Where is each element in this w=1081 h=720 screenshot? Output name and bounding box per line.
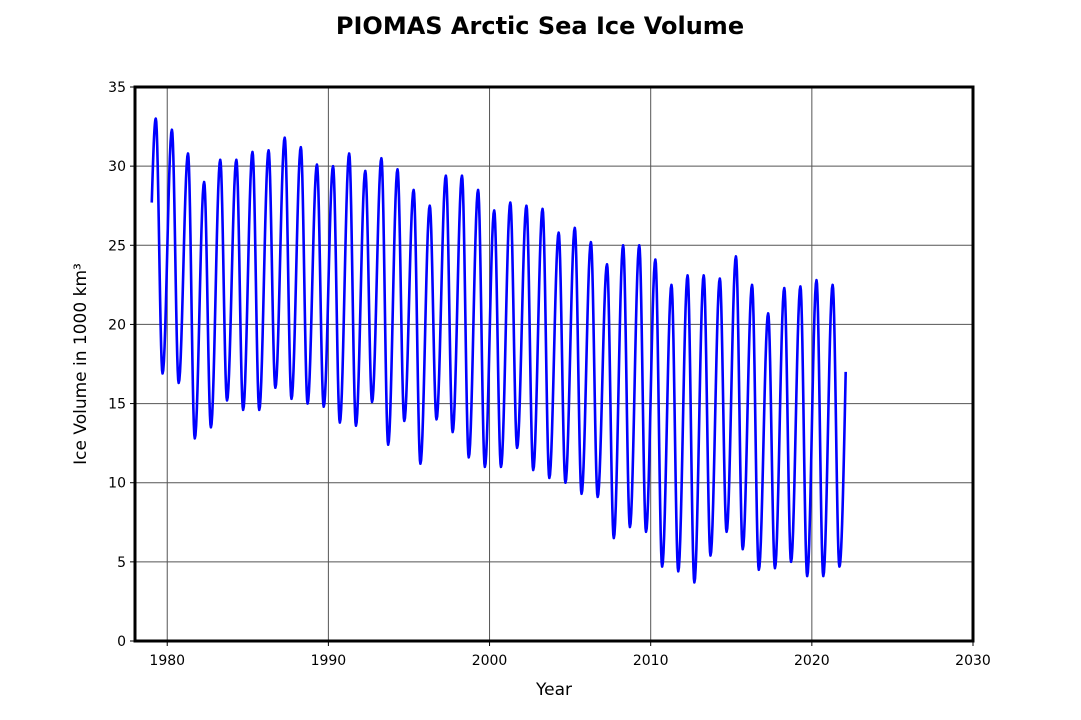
x-tick-label: 1980 [149, 653, 185, 669]
y-tick-label: 0 [117, 634, 126, 650]
series-line-ice-volume [150, 117, 847, 584]
y-tick-label: 20 [108, 317, 126, 333]
y-tick-label: 10 [108, 476, 126, 492]
x-tick-label: 2030 [955, 653, 991, 669]
y-tick-label: 15 [108, 397, 126, 413]
y-tick-label: 25 [108, 238, 126, 254]
x-tick-label: 2010 [633, 653, 669, 669]
ticks: 1980 1990 2000 2010 2020 2030 0 5 10 15 20 25 30 35 [108, 80, 991, 669]
y-axis-label: Ice Volume in 1000 km³ [71, 263, 91, 465]
plot-frame [133, 85, 975, 643]
chart-title: PIOMAS Arctic Sea Ice Volume [336, 12, 744, 40]
y-tick-label: 5 [117, 555, 126, 571]
x-tick-label: 2020 [794, 653, 830, 669]
y-tick-label: 35 [108, 80, 126, 96]
x-tick-label: 2000 [472, 653, 508, 669]
x-tick-label: 1990 [311, 653, 347, 669]
y-tick-label: 30 [108, 159, 126, 175]
x-axis-label: Year [535, 680, 572, 700]
